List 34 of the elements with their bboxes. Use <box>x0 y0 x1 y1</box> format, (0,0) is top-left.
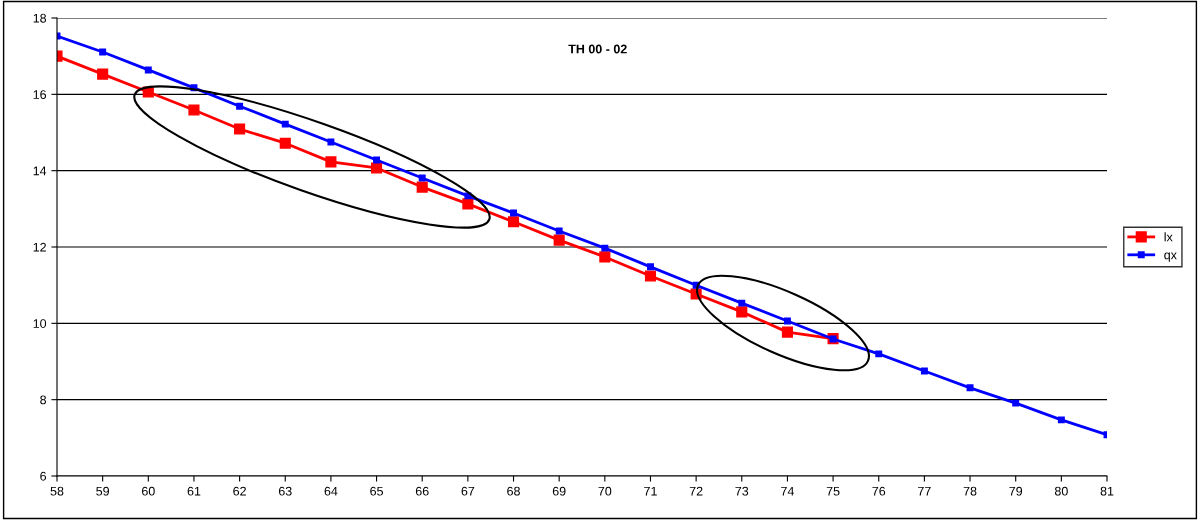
x-tick-label: 81 <box>1100 486 1114 496</box>
x-tick-label: 62 <box>233 486 246 496</box>
x-tick-label: 79 <box>1009 486 1023 496</box>
y-tick-label: 6 <box>40 471 47 481</box>
x-tick-label: 78 <box>963 486 977 496</box>
y-tick-label: 18 <box>33 13 47 23</box>
x-tick-label: 59 <box>96 486 110 496</box>
x-tick-label: 77 <box>918 486 931 496</box>
y-tick-label: 10 <box>33 319 47 328</box>
x-tick-label: 73 <box>735 486 749 496</box>
y-tick-label: 8 <box>40 395 47 405</box>
x-tick-label: 64 <box>324 486 338 496</box>
x-tick-label: 80 <box>1054 486 1068 496</box>
x-tick-label: 63 <box>278 486 292 496</box>
x-tick-label: 68 <box>507 486 520 496</box>
x-tick-label: 69 <box>552 486 566 496</box>
x-tick-label: 74 <box>781 486 795 496</box>
legend-label: lx <box>1164 232 1173 242</box>
y-tick-label: 12 <box>33 242 46 252</box>
x-tick-label: 58 <box>50 486 64 496</box>
x-tick-label: 75 <box>826 486 840 496</box>
x-tick-label: 71 <box>644 486 657 496</box>
x-tick-label: 76 <box>872 486 886 496</box>
text: TH 00 - 02 <box>568 44 627 54</box>
x-tick-label: 72 <box>689 486 703 496</box>
x-tick-label: 70 <box>598 486 612 496</box>
legend-label: qx <box>1164 252 1177 262</box>
x-tick-label: 61 <box>187 486 201 496</box>
x-tick-label: 60 <box>141 486 155 496</box>
y-tick-label: 16 <box>33 90 47 99</box>
y-tick-label: 14 <box>33 166 47 176</box>
x-tick-label: 66 <box>415 486 429 496</box>
x-tick-label: 65 <box>370 486 383 496</box>
x-tick-label: 67 <box>461 486 475 496</box>
